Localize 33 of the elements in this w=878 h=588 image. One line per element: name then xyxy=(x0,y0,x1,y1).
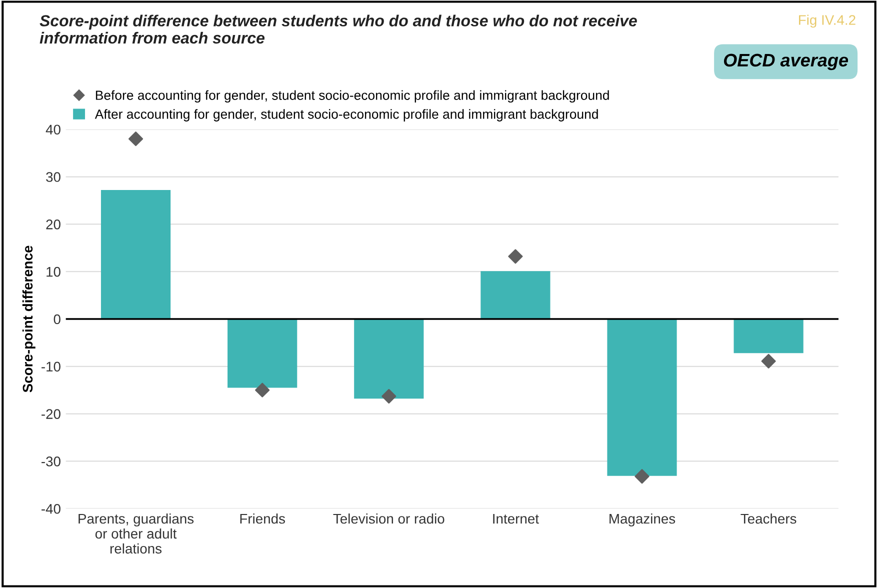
chart-title: Score-point difference between students who do and those who do not receive information from each source xyxy=(40,14,637,44)
x-tick-label: Magazines xyxy=(610,513,676,526)
y-tick-label: -20 xyxy=(42,409,60,419)
y-tick-label: 30 xyxy=(46,172,60,182)
x-tick-label: Teachers xyxy=(740,513,796,524)
text: OECD average xyxy=(724,54,848,70)
bar xyxy=(607,318,677,476)
bar xyxy=(228,318,298,388)
x-tick-label: Television or radio xyxy=(333,513,444,524)
x-tick-label: Parents, guardians or other adult relations xyxy=(78,513,194,554)
bar xyxy=(100,190,171,319)
text: Fig IV.4.2 xyxy=(799,14,856,28)
x-tick-label: Internet xyxy=(493,514,539,524)
point xyxy=(508,249,523,264)
y-tick-label: 0 xyxy=(54,314,60,324)
y-tick-label: 40 xyxy=(46,124,60,135)
y-tick-label: -30 xyxy=(42,456,60,466)
y-tick-label: -40 xyxy=(42,504,60,514)
point xyxy=(382,388,396,404)
point xyxy=(761,354,776,368)
point xyxy=(255,382,270,398)
bar xyxy=(354,318,424,399)
legend-label: After accounting for gender, student socio-economic profile and immigrant background xyxy=(94,109,598,122)
y-tick-label: 10 xyxy=(46,266,60,277)
x-tick-label: Friends xyxy=(240,513,285,524)
point xyxy=(128,132,144,146)
y-tick-label: 20 xyxy=(46,220,60,230)
point xyxy=(634,469,650,484)
y-axis-title: Score-point difference xyxy=(22,246,36,392)
bar xyxy=(480,271,550,319)
legend-label: Before accounting for gender, student socio-economic profile and immigrant background xyxy=(96,90,609,103)
y-tick-label: -10 xyxy=(42,362,60,372)
bar xyxy=(734,318,804,354)
